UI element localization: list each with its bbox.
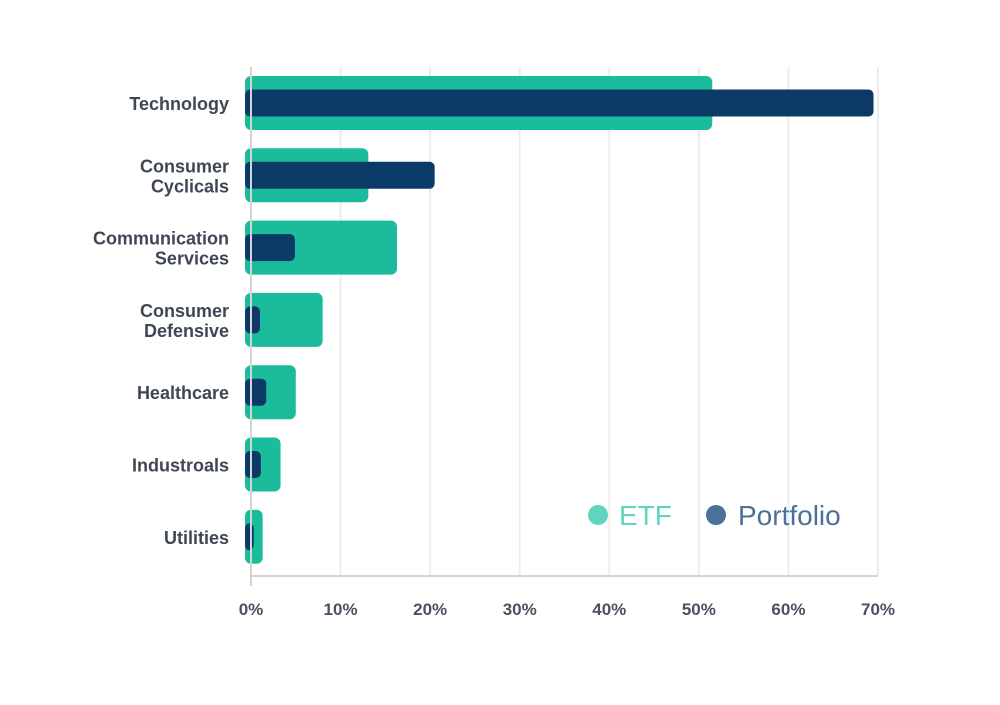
category-label: Communication	[93, 229, 229, 249]
category-label: Consumer	[140, 301, 229, 321]
portfolio-bar	[245, 451, 261, 478]
x-tick-label: 0%	[239, 600, 264, 619]
legend-etf-label: ETF	[619, 500, 672, 531]
category-label: Cyclicals	[151, 176, 229, 196]
portfolio-bar	[245, 306, 260, 334]
category-label: Defensive	[144, 321, 229, 341]
legend-portfolio-label: Portfolio	[738, 500, 841, 531]
x-tick-label: 50%	[682, 600, 716, 619]
portfolio-bar	[245, 89, 874, 117]
etf-bar	[245, 292, 323, 347]
x-tick-label: 10%	[324, 600, 358, 619]
category-label: Consumer	[140, 156, 229, 176]
portfolio-bar	[245, 234, 295, 262]
category-label: Services	[155, 249, 229, 269]
legend-portfolio-marker	[706, 505, 726, 525]
category-label: Technology	[129, 94, 229, 114]
etf-bar	[245, 509, 263, 564]
legend-etf-marker	[588, 505, 608, 525]
x-tick-label: 20%	[413, 600, 447, 619]
category-label: Industroals	[132, 456, 229, 476]
portfolio-bar	[245, 378, 267, 406]
portfolio-bar	[245, 523, 254, 551]
x-tick-label: 30%	[503, 600, 537, 619]
category-label: Utilities	[164, 528, 229, 548]
portfolio-bar	[245, 161, 435, 189]
x-tick-label: 60%	[771, 600, 805, 619]
category-label: Healthcare	[137, 383, 229, 403]
x-tick-label: 40%	[592, 600, 626, 619]
x-tick-label: 70%	[861, 600, 895, 619]
